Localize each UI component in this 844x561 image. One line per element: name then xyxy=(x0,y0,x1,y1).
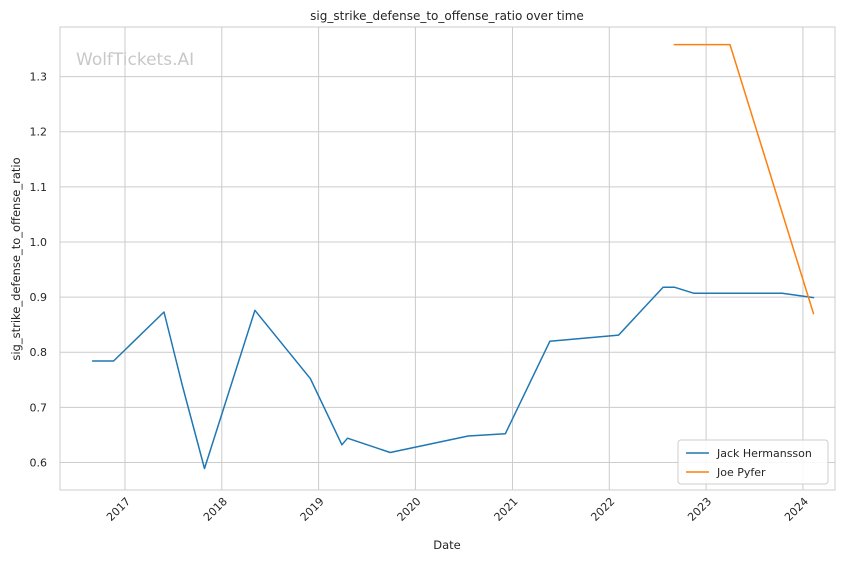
x-gridlines xyxy=(124,27,804,490)
y-tick-label: 1.3 xyxy=(30,71,48,84)
x-tick-label: 2019 xyxy=(298,495,327,524)
y-tick-label: 1.0 xyxy=(30,236,48,249)
y-tick-label: 1.1 xyxy=(30,181,48,194)
series-line-joe-pyfer xyxy=(673,43,815,315)
x-tick-label: 2020 xyxy=(395,495,424,524)
y-tick-label: 0.6 xyxy=(30,456,48,469)
y-tick-label: 0.7 xyxy=(30,401,48,414)
x-tick-label: 2021 xyxy=(492,495,521,524)
y-gridlines xyxy=(60,76,835,463)
plot-background xyxy=(59,26,836,491)
y-tick-label: 1.2 xyxy=(30,126,48,139)
x-tick-label: 2018 xyxy=(201,495,230,524)
series-lines xyxy=(91,43,815,470)
legend: Jack Hermansson Joe Pyfer xyxy=(677,439,829,485)
x-tick-label: 2023 xyxy=(685,495,714,524)
y-axis-label: sig_strike_defense_to_offense_ratio xyxy=(9,157,23,360)
series-line-jack-hermansson xyxy=(91,286,815,470)
watermark: WolfTickets.AI xyxy=(76,50,194,70)
x-tick-label: 2017 xyxy=(104,495,133,524)
x-tick-labels: 2017 2018 2019 2020 2021 2022 2023 2024 xyxy=(104,495,811,524)
x-axis-label: Date xyxy=(433,538,461,552)
y-tick-label: 0.9 xyxy=(30,291,48,304)
legend-box xyxy=(677,439,829,485)
legend-label-joe-pyfer: Joe Pyfer xyxy=(716,466,766,479)
y-tick-label: 0.8 xyxy=(30,346,48,359)
legend-label-jack-hermansson: Jack Hermansson xyxy=(716,447,812,460)
y-tick-labels: 0.6 0.7 0.8 0.9 1.0 1.1 1.2 1.3 xyxy=(30,71,48,470)
chart-title: sig_strike_defense_to_offense_ratio over… xyxy=(310,9,584,23)
x-tick-label: 2022 xyxy=(588,495,617,524)
x-tick-label: 2024 xyxy=(782,495,811,524)
